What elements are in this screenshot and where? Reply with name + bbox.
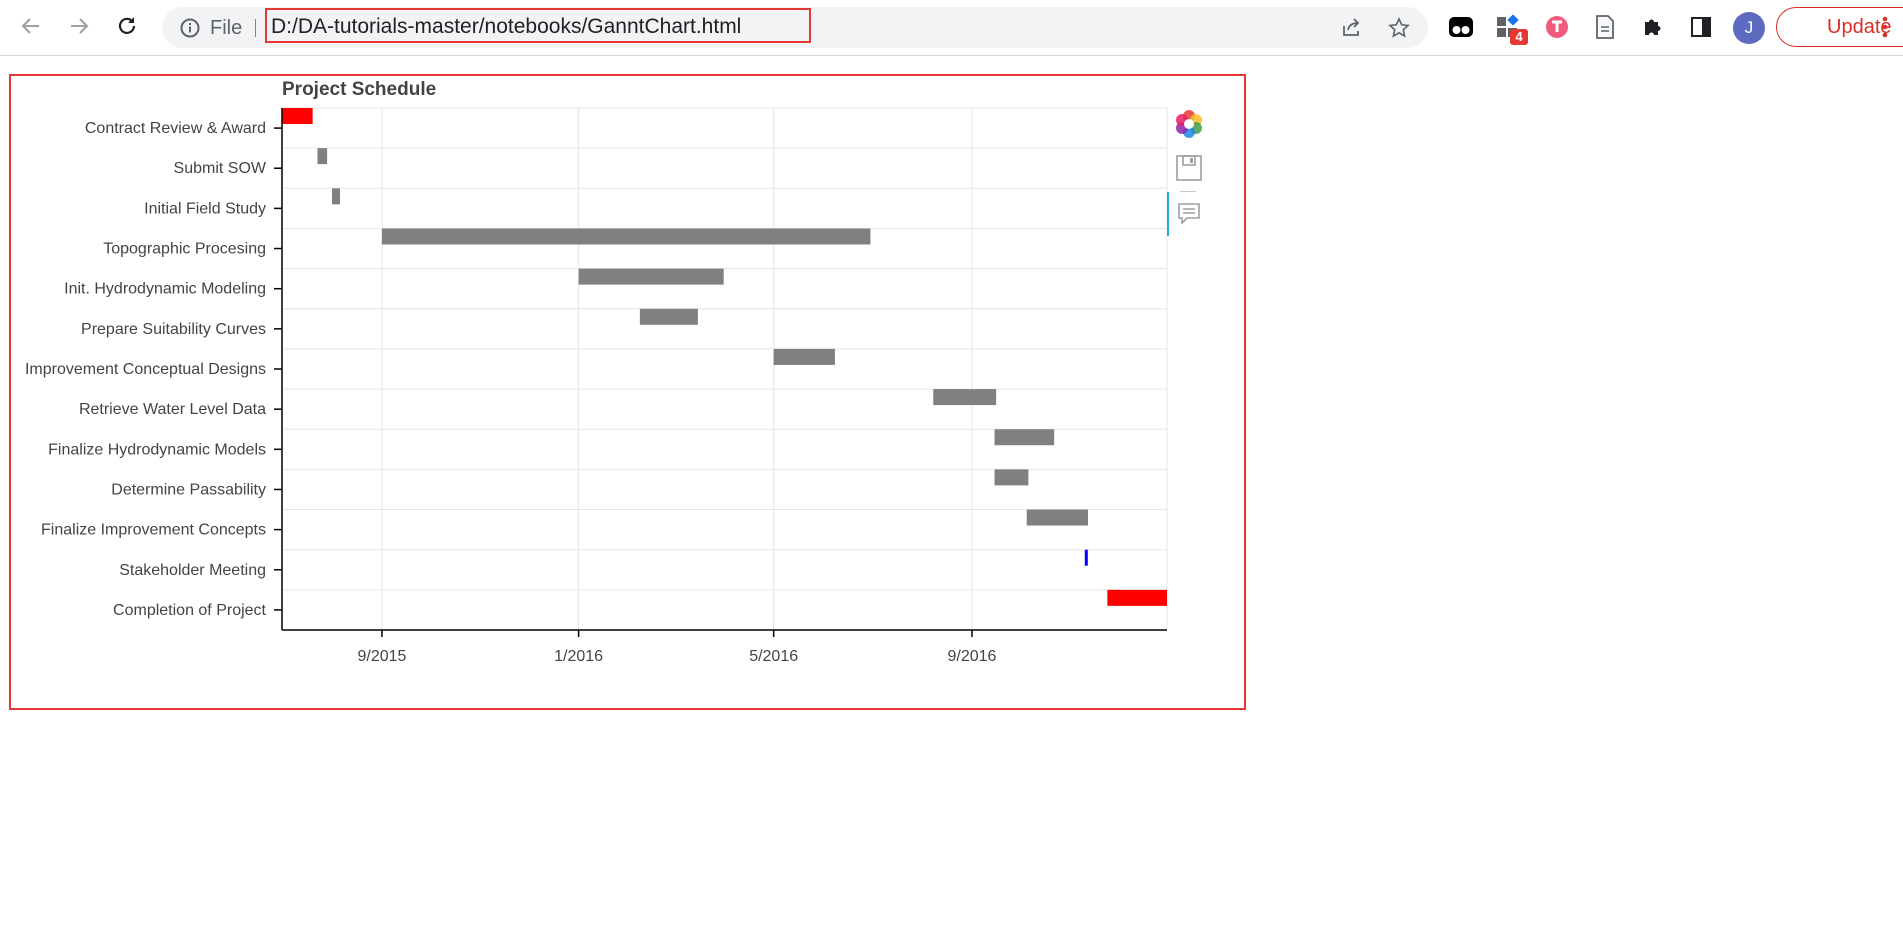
task-bar <box>578 268 724 285</box>
task-bar <box>282 108 313 124</box>
y-tick-label: Finalize Hydrodynamic Models <box>48 441 266 458</box>
active-tool-indicator <box>1167 192 1169 236</box>
y-tick-label: Improvement Conceptual Designs <box>25 361 266 378</box>
share-icon[interactable] <box>1339 16 1363 40</box>
y-tick-label: Determine Passability <box>111 481 266 498</box>
file-scheme-label: File <box>210 17 243 39</box>
address-bar[interactable]: File D:/DA-tutorials-master/notebooks/Ga… <box>162 7 1428 48</box>
more-menu-icon[interactable] <box>1882 13 1888 41</box>
document-extension-icon[interactable] <box>1591 13 1619 41</box>
x-tick-label: 9/2016 <box>947 648 996 665</box>
omnibox-divider <box>255 19 256 37</box>
plot-highlight-frame <box>9 74 1246 710</box>
extensions-puzzle-icon[interactable] <box>1639 13 1667 41</box>
forward-button[interactable] <box>62 9 96 43</box>
task-bar <box>1026 509 1089 526</box>
url-text[interactable]: D:/DA-tutorials-master/notebooks/GanntCh… <box>271 15 742 38</box>
bokeh-logo-icon[interactable] <box>1173 108 1205 140</box>
y-tick-label: Finalize Improvement Concepts <box>41 522 266 539</box>
y-tick-label: Retrieve Water Level Data <box>79 401 266 418</box>
y-tick-label: Init. Hydrodynamic Modeling <box>64 281 266 298</box>
translate-extension-icon[interactable] <box>1543 13 1571 41</box>
tampermonkey-extension-icon[interactable] <box>1447 13 1475 41</box>
reload-button[interactable] <box>110 9 144 43</box>
save-tool-icon[interactable] <box>1173 152 1205 184</box>
bookmark-star-icon[interactable] <box>1387 16 1411 40</box>
task-bar <box>773 348 835 365</box>
toolbar-divider <box>1180 191 1196 192</box>
info-icon[interactable] <box>178 16 202 40</box>
back-button[interactable] <box>14 9 48 43</box>
task-bar <box>331 188 341 205</box>
back-arrow-icon <box>21 18 39 34</box>
y-tick-label: Prepare Suitability Curves <box>81 321 266 338</box>
y-tick-label: Submit SOW <box>174 160 267 177</box>
y-tick-label: Stakeholder Meeting <box>119 562 266 579</box>
task-bar <box>1107 589 1167 606</box>
y-tick-label: Contract Review & Award <box>85 120 266 137</box>
browser-toolbar: File D:/DA-tutorials-master/notebooks/Ga… <box>0 0 1903 56</box>
x-tick-label: 9/2015 <box>357 648 406 665</box>
url-highlight-box <box>265 8 811 43</box>
extension-badge: 4 <box>1510 29 1528 45</box>
chart-title: Project Schedule <box>282 79 437 100</box>
x-tick-label: 1/2016 <box>554 648 603 665</box>
task-bar <box>639 308 698 325</box>
task-bar <box>317 148 328 165</box>
forward-arrow-icon <box>71 18 89 34</box>
y-tick-label: Initial Field Study <box>144 200 266 217</box>
y-tick-label: Completion of Project <box>113 602 267 619</box>
y-tick-label: Topographic Procesing <box>103 241 266 258</box>
update-button[interactable]: Update <box>1776 7 1903 47</box>
reload-icon <box>118 17 136 34</box>
task-bar <box>994 469 1029 486</box>
task-bar <box>933 389 997 406</box>
task-bar <box>994 429 1055 446</box>
hover-tool-icon[interactable] <box>1173 198 1205 230</box>
task-bar <box>1084 549 1088 566</box>
profile-avatar[interactable]: J <box>1733 12 1765 44</box>
task-bar <box>381 228 871 245</box>
x-tick-label: 5/2016 <box>749 648 798 665</box>
side-panel-icon[interactable] <box>1687 13 1715 41</box>
